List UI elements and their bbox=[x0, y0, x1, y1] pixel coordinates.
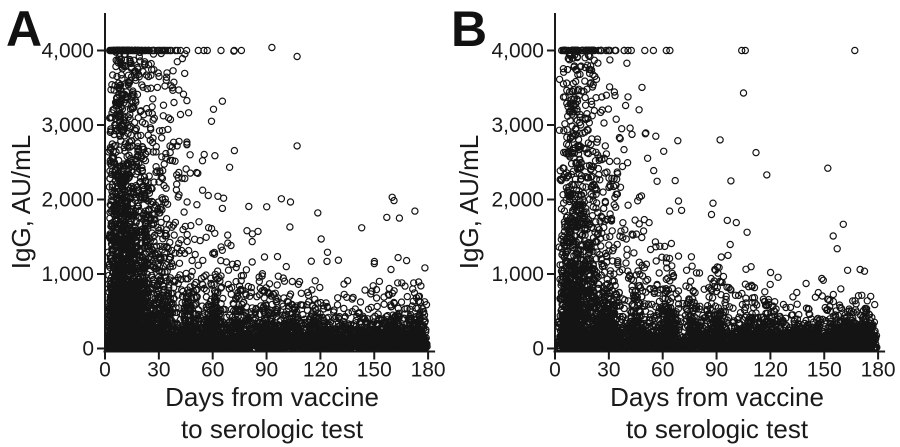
x-tick-label: 30 bbox=[597, 359, 620, 382]
y-tick-label: 1,000 bbox=[41, 263, 94, 286]
x-tick-label: 150 bbox=[807, 359, 842, 382]
x-tick-label: 60 bbox=[201, 359, 224, 382]
panel-a-y-axis-title: IgG, AU/mL bbox=[6, 135, 36, 269]
y-tick-label: 3,000 bbox=[41, 114, 94, 137]
panel-a-axes: 0 1,000 2,000 3,000 4,000 0 30 60 90 120 150 180 bbox=[41, 13, 446, 382]
panel-b-x-axis-title-line1: Days from vaccine bbox=[610, 382, 824, 412]
panel-a: A IgG, AU/mL Days from vaccine to serolo… bbox=[6, 1, 446, 444]
x-tick-label: 90 bbox=[255, 359, 278, 382]
panel-a-x-axis-title-line2: to serologic test bbox=[181, 414, 364, 444]
x-tick-label: 30 bbox=[147, 359, 170, 382]
x-tick-label: 60 bbox=[651, 359, 674, 382]
x-tick-label: 180 bbox=[411, 359, 446, 382]
y-tick-label: 1,000 bbox=[491, 263, 544, 286]
x-tick-label: 90 bbox=[705, 359, 728, 382]
y-tick-label: 0 bbox=[532, 338, 544, 361]
y-tick-label: 2,000 bbox=[41, 189, 94, 212]
y-tick-label: 3,000 bbox=[491, 114, 544, 137]
y-tick-label: 4,000 bbox=[491, 40, 544, 63]
x-tick-label: 120 bbox=[303, 359, 338, 382]
panel-b-x-axis-title-line2: to serologic test bbox=[626, 414, 809, 444]
x-tick-label: 150 bbox=[357, 359, 392, 382]
panel-b-y-axis-title: IgG, AU/mL bbox=[454, 135, 484, 269]
panel-a-x-axis-title-line1: Days from vaccine bbox=[165, 382, 379, 412]
scatter-points bbox=[104, 43, 431, 353]
y-tick-label: 2,000 bbox=[491, 189, 544, 212]
x-tick-label: 0 bbox=[549, 359, 561, 382]
x-tick-label: 180 bbox=[861, 359, 896, 382]
y-tick-label: 0 bbox=[82, 338, 94, 361]
panel-b: B IgG, AU/mL Days from vaccine to serolo… bbox=[451, 1, 896, 444]
panel-a-letter: A bbox=[6, 1, 42, 57]
y-tick-label: 4,000 bbox=[41, 40, 94, 63]
panel-b-letter: B bbox=[451, 1, 487, 57]
x-tick-label: 120 bbox=[753, 359, 788, 382]
x-tick-label: 0 bbox=[99, 359, 111, 382]
scatter-points bbox=[554, 46, 881, 353]
